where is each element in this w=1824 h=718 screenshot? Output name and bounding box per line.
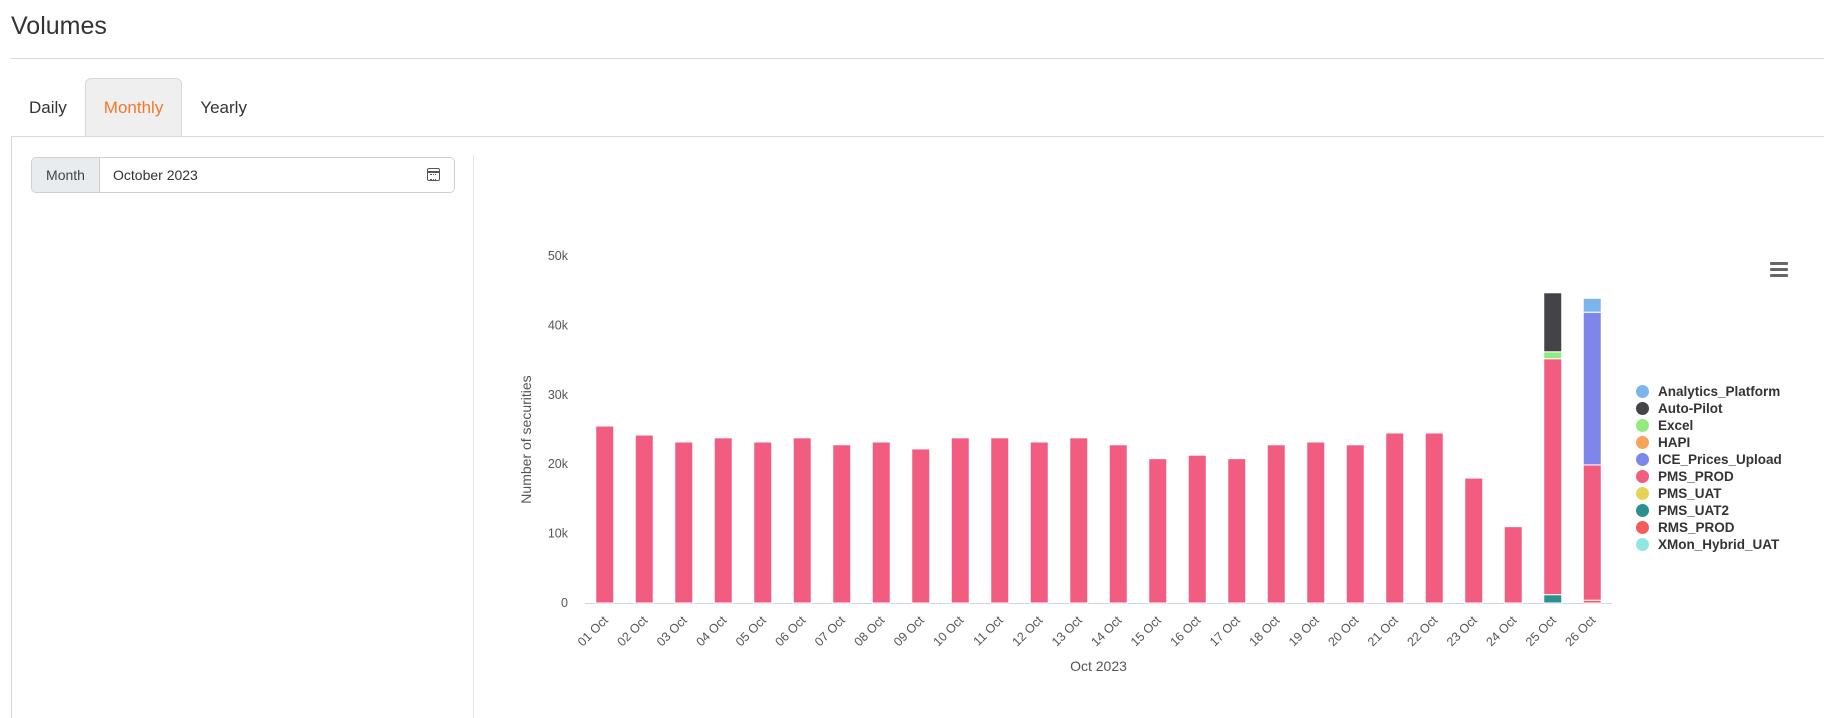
- legend-marker: [1636, 538, 1649, 551]
- legend-label: RMS_PROD: [1658, 520, 1735, 535]
- content-panel: Month October 2023: [11, 136, 1824, 718]
- tab-daily[interactable]: Daily: [29, 97, 67, 117]
- legend-label: Excel: [1658, 418, 1694, 433]
- bar-segment: [832, 444, 852, 604]
- legend-marker: [1636, 453, 1649, 466]
- y-tick-label: 40k: [548, 318, 569, 332]
- tab-yearly[interactable]: Yearly: [200, 97, 247, 117]
- bar-segment: [1385, 432, 1405, 604]
- legend-item[interactable]: HAPI: [1636, 434, 1816, 451]
- legend-label: PMS_PROD: [1658, 469, 1734, 484]
- legend-marker: [1636, 419, 1649, 432]
- bar-segment: [1582, 464, 1602, 601]
- bar-segment: [911, 448, 931, 604]
- bar-segment: [1543, 594, 1563, 604]
- bar-segment: [1266, 444, 1286, 604]
- legend-item[interactable]: PMS_UAT2: [1636, 502, 1816, 519]
- legend-marker: [1636, 521, 1649, 534]
- bar-segment: [1148, 458, 1168, 604]
- y-tick-label: 50k: [548, 249, 569, 263]
- legend-item[interactable]: Excel: [1636, 417, 1816, 434]
- bar-segment: [1543, 292, 1563, 353]
- bar-segment: [1345, 444, 1365, 604]
- y-tick-label: 10k: [548, 527, 569, 541]
- legend-label: PMS_UAT: [1658, 486, 1722, 501]
- y-tick-label: 30k: [548, 388, 569, 402]
- month-input[interactable]: October 2023: [100, 158, 454, 192]
- legend-marker: [1636, 470, 1649, 483]
- bar-segment: [1543, 351, 1563, 360]
- legend-marker: [1636, 436, 1649, 449]
- legend-label: HAPI: [1658, 435, 1691, 450]
- tab-bar: Daily Monthly Yearly: [11, 78, 265, 137]
- y-tick-label: 20k: [548, 457, 569, 471]
- bar-segment: [1187, 454, 1207, 604]
- page-title: Volumes: [11, 12, 107, 40]
- tab-monthly[interactable]: Monthly: [84, 78, 183, 137]
- bar-segment: [1582, 297, 1602, 313]
- bar-segment: [595, 425, 615, 604]
- bar-segment: [1029, 441, 1049, 604]
- legend-marker: [1636, 487, 1649, 500]
- legend-item[interactable]: Auto-Pilot: [1636, 400, 1816, 417]
- bar-segment: [1424, 432, 1444, 604]
- bar-segment: [1503, 526, 1523, 604]
- legend-item[interactable]: Analytics_Platform: [1636, 383, 1816, 400]
- legend-item[interactable]: RMS_PROD: [1636, 519, 1816, 536]
- bar-segment: [1108, 444, 1128, 604]
- legend-label: PMS_UAT2: [1658, 503, 1730, 518]
- legend-label: ICE_Prices_Upload: [1658, 452, 1782, 467]
- legend-label: XMon_Hybrid_UAT: [1658, 537, 1780, 552]
- bar-segment: [1306, 441, 1326, 604]
- title-divider: [11, 58, 1824, 59]
- bar-segment: [1069, 437, 1089, 604]
- month-label: Month: [32, 158, 100, 192]
- month-picker[interactable]: Month October 2023: [31, 157, 455, 193]
- bar-segment: [1227, 458, 1247, 604]
- legend-item[interactable]: PMS_PROD: [1636, 468, 1816, 485]
- bar-segment: [713, 437, 733, 604]
- legend-item[interactable]: ICE_Prices_Upload: [1636, 451, 1816, 468]
- bar-segment: [1582, 311, 1602, 466]
- legend-item[interactable]: XMon_Hybrid_UAT: [1636, 536, 1816, 553]
- legend-item[interactable]: PMS_UAT: [1636, 485, 1816, 502]
- bar-segment: [950, 437, 970, 604]
- bar-segment: [634, 434, 654, 604]
- legend-label: Auto-Pilot: [1658, 401, 1723, 416]
- legend-marker: [1636, 504, 1649, 517]
- calendar-icon[interactable]: [427, 168, 440, 181]
- chart-legend: Analytics_Platform Auto-Pilot Excel HAPI ICE…: [1636, 383, 1816, 553]
- bar-segment: [990, 437, 1010, 604]
- legend-label: Analytics_Platform: [1658, 384, 1781, 399]
- panel-divider: [473, 155, 474, 718]
- y-tick-label: 0: [561, 596, 568, 610]
- bar-segment: [674, 441, 694, 604]
- bar-segment: [871, 441, 891, 604]
- bar-segment: [792, 437, 812, 604]
- legend-marker: [1636, 402, 1649, 415]
- bar-segment: [753, 441, 773, 604]
- hamburger-menu-icon[interactable]: [1769, 260, 1791, 278]
- y-axis-title: Number of securities: [518, 375, 534, 503]
- month-value: October 2023: [113, 167, 198, 183]
- legend-marker: [1636, 385, 1649, 398]
- bar-segment: [1464, 477, 1484, 604]
- x-axis-title: Oct 2023: [1070, 658, 1127, 674]
- bar-segment: [1543, 358, 1563, 596]
